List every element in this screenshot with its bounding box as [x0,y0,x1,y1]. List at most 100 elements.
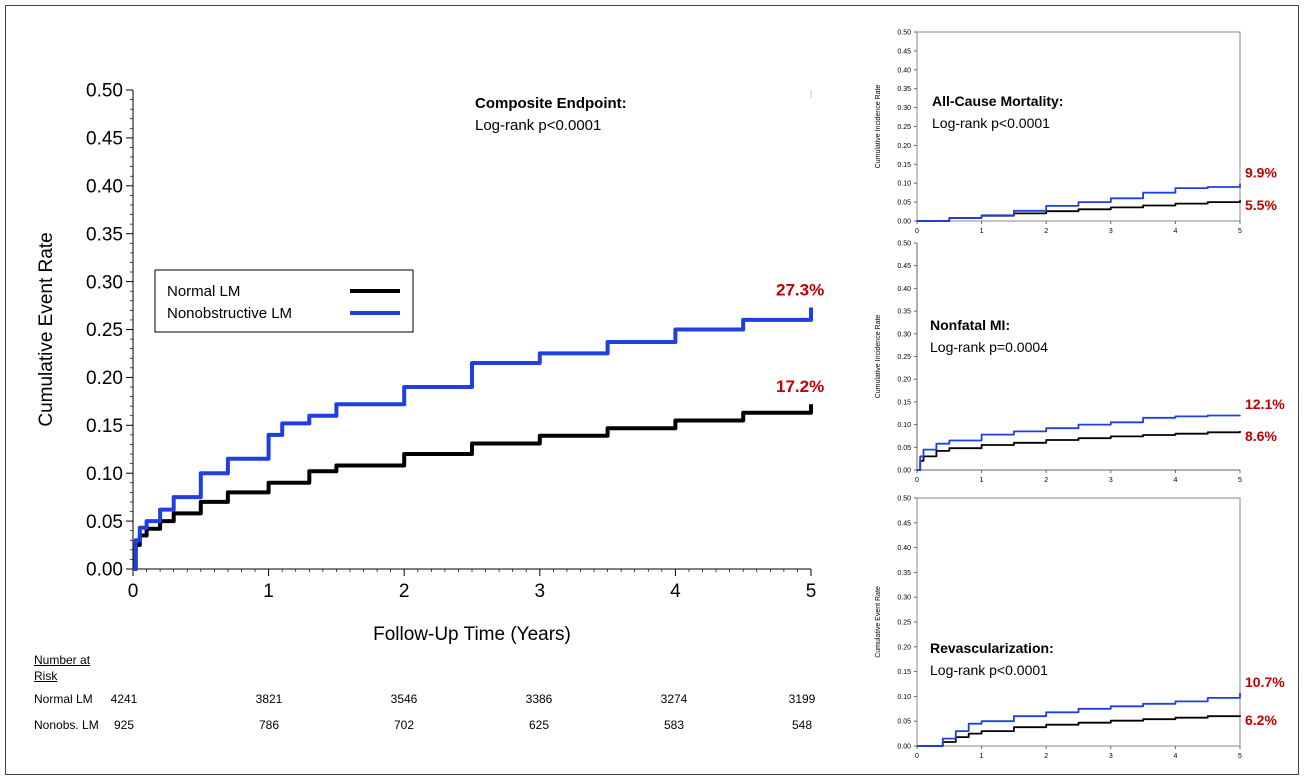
series-line-nonobstructive-lm [133,307,813,571]
x-tick-label: 3 [1109,753,1113,760]
x-tick-label: 5 [1238,228,1242,235]
y-tick-label: 0.40 [897,545,911,552]
series-line-normal-lm [917,715,1241,747]
series-line-normal-lm [917,431,1241,471]
y-tick-label: 0.50 [86,81,123,102]
risk-cell: 925 [113,718,135,732]
panel-title: Nonfatal MI: [930,317,1010,333]
y-tick-label: 0.50 [897,240,911,247]
risk-cell: 702 [393,718,415,732]
x-tick-label: 3 [535,581,546,602]
risk-row-label-nonobs: Nonobs. LM [34,718,99,732]
x-tick-label: 4 [1173,477,1177,484]
y-tick-label: 0.20 [897,377,911,384]
series-line-normal-lm [133,404,813,571]
x-axis-label: Follow-Up Time (Years) [373,624,571,645]
y-tick-label: 0.40 [897,286,911,293]
risk-cell: 3821 [255,692,283,706]
x-tick-label: 0 [128,581,139,602]
panel-title: Composite Endpoint: [475,95,627,112]
y-tick-label: 0.25 [897,619,911,626]
series-line-nonobstructive-lm [917,414,1241,471]
y-axis-label: Cumulative Event Rate [36,232,57,426]
y-tick-label: 0.10 [897,422,911,429]
y-tick-label: 0.15 [897,162,911,169]
x-tick-label: 2 [399,581,410,602]
legend-box [154,269,414,333]
y-tick-label: 0.30 [897,105,911,112]
y-tick-label: 0.20 [86,368,123,389]
risk-cell: 3274 [660,692,688,706]
end-value-label: 10.7% [1245,674,1285,690]
y-tick-label: 0.30 [897,595,911,602]
y-tick-label: 0.50 [897,495,911,502]
risk-header-line2: Risk [34,669,58,683]
end-value-label: 27.3% [776,280,824,299]
risk-cell: 786 [258,718,280,732]
y-tick-label: 0.00 [86,560,123,581]
risk-cell: 625 [528,718,550,732]
panel-title: All-Cause Mortality: [932,93,1063,109]
y-tick-label: 0.30 [897,331,911,338]
x-tick-label: 1 [980,228,984,235]
chart-panel-4: 0.00 0.05 0.10 0.15 0.20 0.25 0.30 0.35 0.40 0.45… [875,495,1285,760]
y-tick-label: 0.35 [897,570,911,577]
y-axis-label: Cumulative Incidence Rate [875,315,882,399]
y-tick-label: 0.50 [897,29,911,36]
chart-panel-3: 0.00 0.05 0.10 0.15 0.20 0.25 0.30 0.35 0.40 0.45… [875,240,1285,484]
y-tick-label: 0.15 [897,399,911,406]
x-tick-label: 5 [806,581,817,602]
x-tick-label: 5 [1238,477,1242,484]
series-line-nonobstructive-lm [917,183,1241,222]
x-tick-label: 4 [1173,753,1177,760]
y-tick-label: 0.10 [86,464,123,485]
risk-cell: 3386 [525,692,553,706]
end-value-label: 17.2% [776,377,824,396]
y-tick-label: 0.45 [86,129,123,150]
y-tick-label: 0.20 [897,143,911,150]
y-tick-label: 0.25 [86,320,123,341]
x-tick-label: 1 [980,753,984,760]
y-tick-label: 0.00 [897,218,911,225]
y-tick-label: 0.05 [897,445,911,452]
risk-cell: 583 [663,718,685,732]
x-tick-label: 4 [1173,228,1177,235]
risk-table-header: Number at Risk [34,652,90,684]
end-value-label: 9.9% [1245,165,1277,181]
legend-label: Normal LM [167,283,240,300]
x-tick-label: 0 [915,477,919,484]
x-tick-label: 0 [915,753,919,760]
x-tick-label: 3 [1109,228,1113,235]
panel-title: Revascularization: [930,640,1054,656]
x-tick-label: 5 [1238,753,1242,760]
y-tick-label: 0.40 [86,176,123,197]
x-tick-label: 2 [1044,228,1048,235]
end-value-label: 6.2% [1245,712,1277,728]
y-tick-label: 0.45 [897,263,911,270]
y-axis-label: Cumulative Event Rate [875,586,882,658]
panel-pvalue: Log-rank p=0.0004 [930,339,1048,355]
x-tick-label: 2 [1044,477,1048,484]
y-tick-label: 0.40 [897,67,911,74]
y-tick-label: 0.45 [897,48,911,55]
y-tick-label: 0.15 [897,669,911,676]
y-axis-label: Cumulative Incidence Rate [875,85,882,169]
y-tick-label: 0.05 [86,512,123,533]
y-tick-label: 0.25 [897,124,911,131]
x-tick-label: 3 [1109,477,1113,484]
y-tick-label: 0.05 [897,200,911,207]
figure-frame [5,5,1299,775]
risk-cell: 548 [791,718,813,732]
end-value-label: 5.5% [1245,197,1277,213]
y-tick-label: 0.05 [897,719,911,726]
y-tick-label: 0.20 [897,644,911,651]
risk-cell: 3546 [390,692,418,706]
panel-pvalue: Log-rank p<0.0001 [475,117,601,134]
risk-cell: 3199 [788,692,816,706]
y-tick-label: 0.25 [897,354,911,361]
chart-panel-2: 0.00 0.05 0.10 0.15 0.20 0.25 0.30 0.35 0.40 0.45… [875,29,1277,235]
risk-header-line1: Number at [34,653,91,667]
risk-row-label-normal: Normal LM [34,692,93,706]
y-tick-label: 0.00 [897,743,911,750]
y-tick-label: 0.35 [897,309,911,316]
